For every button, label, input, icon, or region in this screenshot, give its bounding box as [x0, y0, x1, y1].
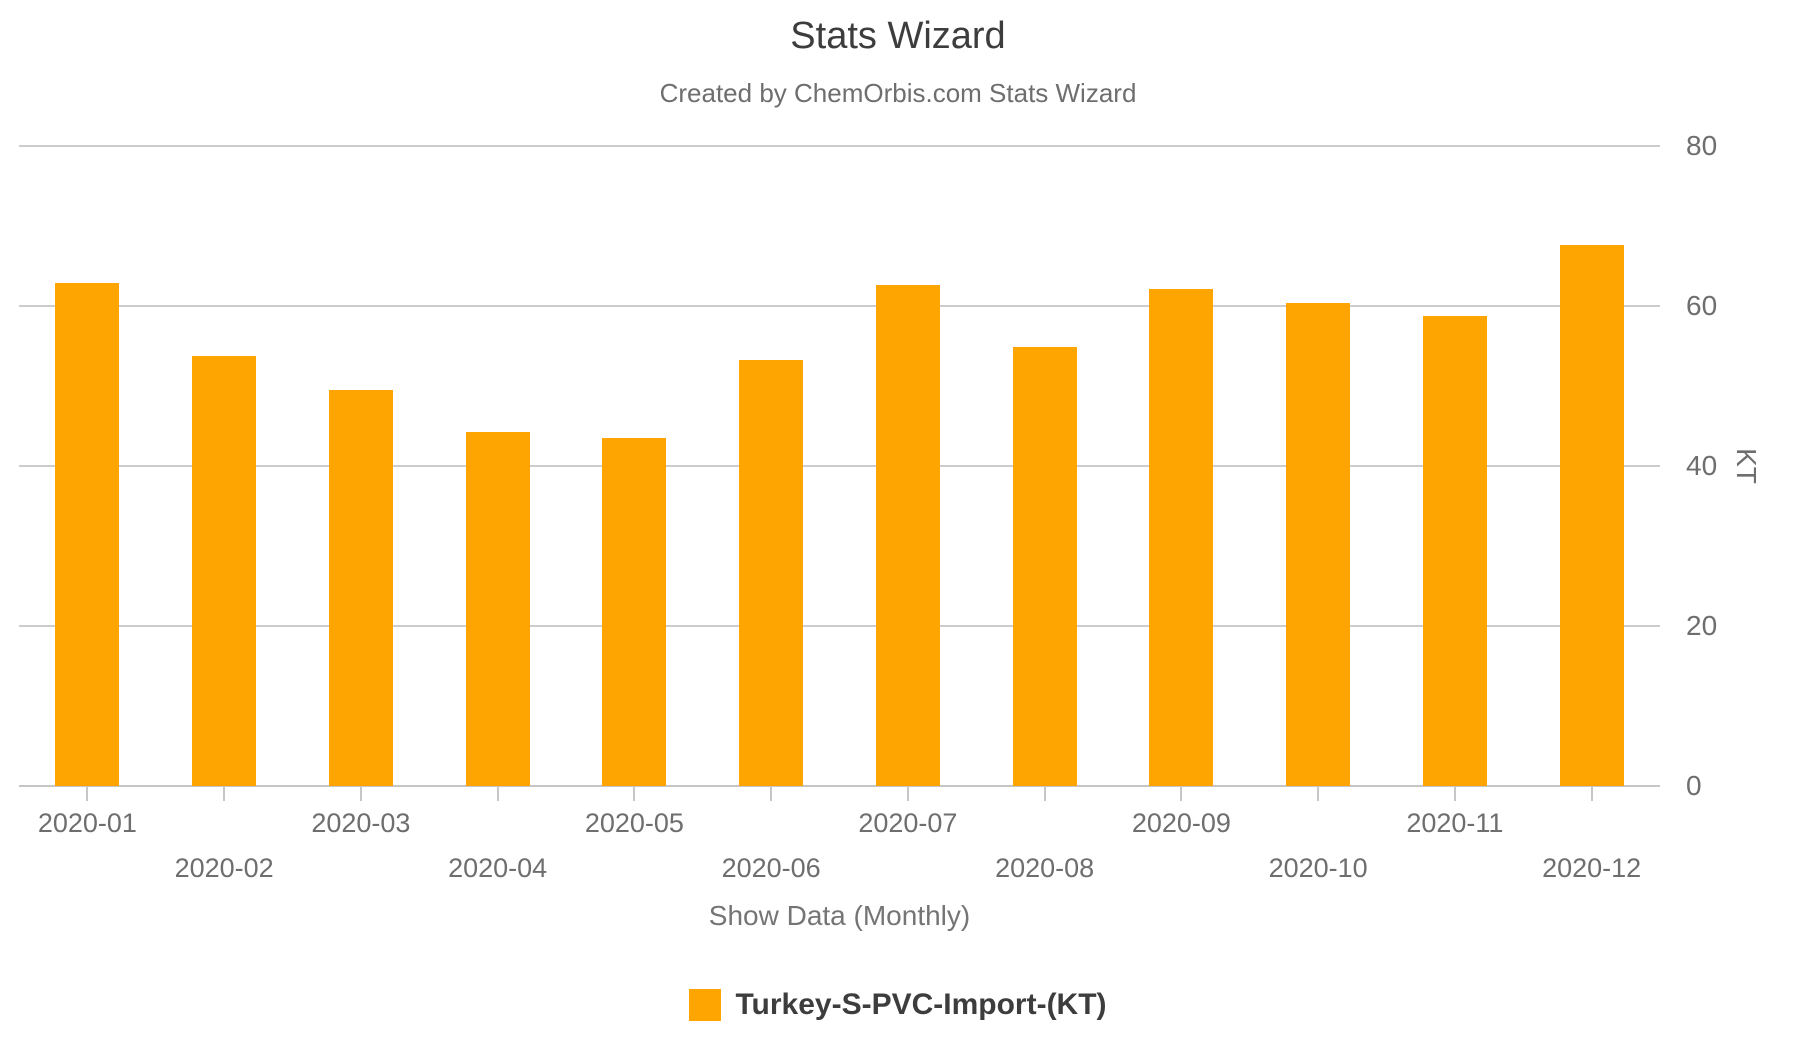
chart-subtitle: Created by ChemOrbis.com Stats Wizard: [659, 78, 1137, 108]
x-axis-label: 2020-08: [995, 853, 1095, 883]
x-axis-label: 2020-01: [37, 808, 137, 838]
x-axis-tick: [633, 786, 636, 801]
x-axis-label: 2020-05: [584, 808, 684, 838]
x-axis-tick: [1317, 786, 1320, 801]
bar-2020-03[interactable]: [328, 390, 393, 786]
x-axis-line: [19, 785, 1660, 787]
x-axis-tick: [1043, 786, 1046, 801]
bar-2020-10[interactable]: [1286, 302, 1351, 786]
x-axis-label: 2020-11: [1406, 808, 1504, 838]
x-axis-tick: [1453, 786, 1456, 801]
y-axis-label: 80: [1686, 130, 1718, 161]
bar-2020-02[interactable]: [192, 356, 257, 786]
y-axis-label: 20: [1686, 610, 1718, 641]
x-axis-tick: [1180, 786, 1183, 801]
bar-2020-07[interactable]: [875, 285, 940, 786]
x-axis-label: 2020-02: [174, 853, 274, 883]
y-axis-label: 0: [1686, 770, 1702, 801]
gridline: [19, 145, 1660, 147]
legend-label: Turkey-S-PVC-Import-(KT): [735, 988, 1107, 1021]
x-axis-label: 2020-12: [1542, 853, 1642, 883]
x-axis-tick: [906, 786, 909, 801]
bar-2020-11[interactable]: [1422, 316, 1487, 786]
bar-2020-08[interactable]: [1012, 346, 1077, 786]
bar-2020-01[interactable]: [55, 282, 120, 786]
chart-title: Stats Wizard: [790, 15, 1006, 57]
x-axis-label: 2020-07: [858, 808, 958, 838]
legend-color-swatch: [689, 988, 722, 1021]
bar-2020-12[interactable]: [1559, 245, 1624, 786]
x-axis-label: 2020-06: [721, 853, 821, 883]
bar-2020-09[interactable]: [1149, 289, 1214, 786]
legend-item[interactable]: Turkey-S-PVC-Import-(KT): [0, 988, 1796, 1021]
x-axis-tick: [1590, 786, 1593, 801]
x-axis-label: 2020-09: [1131, 808, 1231, 838]
bar-2020-06[interactable]: [739, 359, 804, 786]
bar-2020-04[interactable]: [465, 431, 530, 786]
gridline: [19, 305, 1660, 307]
gridline: [19, 625, 1660, 627]
x-axis-tick: [223, 786, 226, 801]
gridline: [19, 465, 1660, 467]
plot-area: [19, 145, 1660, 787]
show-data-link[interactable]: Show Data (Monthly): [708, 900, 971, 931]
x-axis-label: 2020-03: [311, 808, 411, 838]
x-axis-tick: [359, 786, 362, 801]
x-axis-tick: [770, 786, 773, 801]
x-axis-tick: [86, 786, 89, 801]
x-axis-tick: [496, 786, 499, 801]
x-axis-label: 2020-04: [448, 853, 548, 883]
y-axis-label: 40: [1686, 450, 1718, 481]
y-axis-label: 60: [1686, 290, 1718, 321]
y-axis-title: KT: [1731, 448, 1762, 484]
x-axis-label: 2020-10: [1268, 853, 1368, 883]
bar-2020-05[interactable]: [602, 438, 667, 786]
